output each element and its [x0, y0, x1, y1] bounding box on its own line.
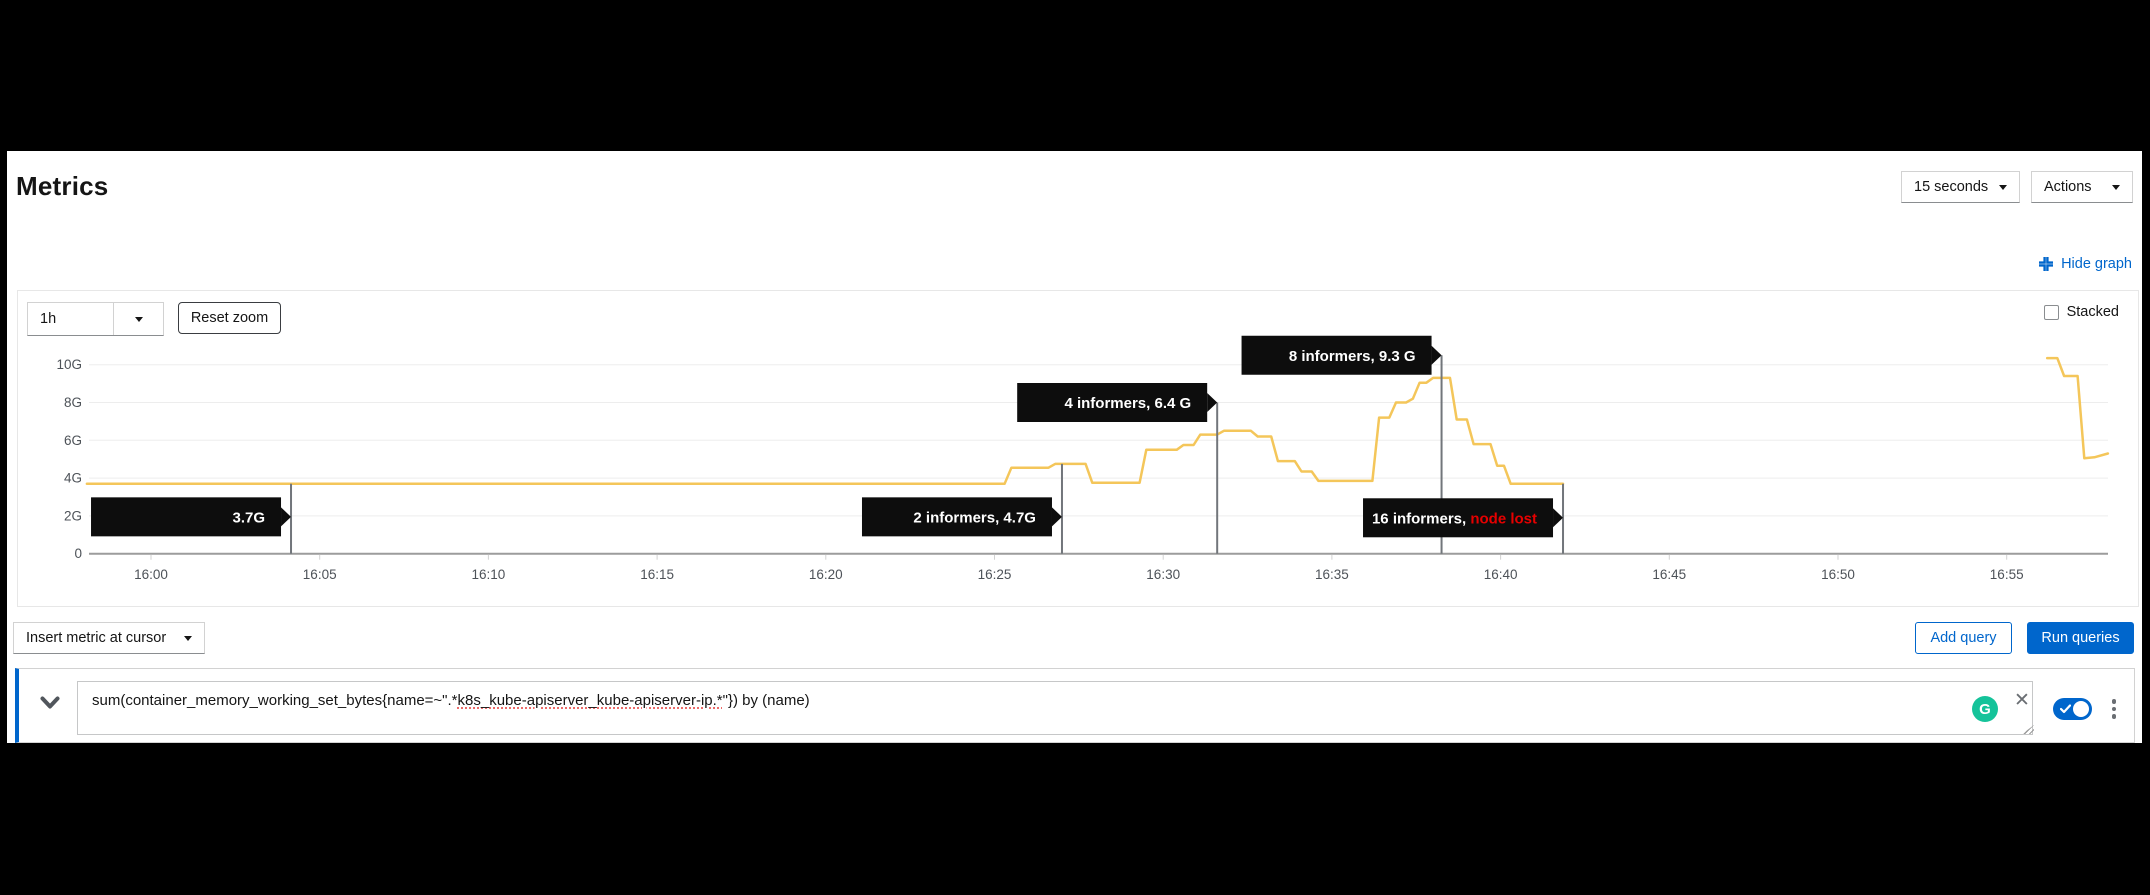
- refresh-interval-value: 15 seconds: [1914, 179, 1989, 195]
- close-icon[interactable]: ✕: [2014, 690, 2030, 711]
- y-tick-label: 6G: [64, 433, 82, 448]
- check-icon: [2060, 704, 2071, 714]
- textarea-resize-handle[interactable]: [2022, 725, 2034, 734]
- x-tick-label: 16:20: [809, 567, 843, 582]
- refresh-interval-select[interactable]: 15 seconds: [1901, 171, 2020, 203]
- insert-metric-label: Insert metric at cursor: [26, 630, 167, 646]
- grammarly-icon[interactable]: G: [1972, 696, 1998, 722]
- x-tick-label: 16:30: [1146, 567, 1180, 582]
- kebab-menu[interactable]: [2107, 696, 2121, 722]
- collapse-query-chevron-icon[interactable]: [40, 696, 60, 710]
- x-tick-label: 16:05: [303, 567, 337, 582]
- hide-graph-label: Hide graph: [2061, 256, 2132, 272]
- event-tooltip-label: 4 informers, 6.4 G: [1064, 395, 1191, 412]
- time-range-value: 1h: [40, 311, 57, 327]
- x-tick-label: 16:35: [1315, 567, 1349, 582]
- page-title: Metrics: [16, 171, 109, 201]
- query-expression-misspelled: k8s_kube-apiserver_kube-apiserver-ip.*: [457, 692, 723, 709]
- y-tick-label: 4G: [64, 471, 82, 486]
- event-tooltip-arrow: [1051, 507, 1062, 527]
- x-tick-label: 16:55: [1990, 567, 2024, 582]
- event-tooltip-arrow: [281, 507, 292, 527]
- kebab-dot: [2111, 706, 2117, 712]
- kebab-dot: [2111, 699, 2117, 704]
- y-tick-label: 2G: [64, 508, 82, 523]
- caret-down-icon: [2112, 184, 2120, 190]
- series-line: [2045, 356, 2110, 460]
- stacked-label: Stacked: [2066, 304, 2119, 320]
- compress-icon: [2039, 257, 2054, 271]
- reset-zoom-button[interactable]: Reset zoom: [178, 302, 281, 334]
- caret-down-icon: [184, 635, 192, 641]
- metrics-chart[interactable]: 0 2G 4G 6G 8G 10G 16:00 16:05 16:10 16:15 16:20 16:…: [18, 291, 2140, 608]
- metrics-page: Metrics 15 seconds Actions Hide graph 0 2…: [7, 151, 2142, 743]
- event-tooltip-arrow: [1553, 508, 1564, 528]
- query-expression-prefix: sum(container_memory_working_set_bytes{n…: [92, 692, 458, 709]
- query-enabled-toggle[interactable]: [2053, 698, 2092, 720]
- x-tick-label: 16:45: [1652, 567, 1686, 582]
- event-tooltip-box: [1363, 498, 1554, 538]
- x-tick-label: 16:10: [472, 567, 506, 582]
- x-tick-label: 16:25: [978, 567, 1012, 582]
- event-tooltip-label: 8 informers, 9.3 G: [1289, 348, 1416, 365]
- actions-dropdown-label: Actions: [2044, 179, 2092, 195]
- event-tooltip-label: 2 informers, 4.7G: [913, 509, 1036, 526]
- event-tooltip-box: [1017, 383, 1208, 422]
- query-expression-input[interactable]: sum(container_memory_working_set_bytes{n…: [77, 681, 2033, 735]
- hide-graph-link[interactable]: Hide graph: [2038, 256, 2132, 272]
- y-tick-label: 0: [74, 546, 82, 561]
- caret-down-icon: [1999, 184, 2007, 190]
- actions-dropdown[interactable]: Actions: [2031, 171, 2133, 203]
- select-divider: [113, 303, 114, 335]
- stacked-control: Stacked: [2043, 304, 2119, 320]
- time-range-select[interactable]: 1h: [27, 302, 164, 336]
- stacked-checkbox[interactable]: [2043, 304, 2059, 320]
- event-tooltip-box: [861, 497, 1052, 537]
- query-row: sum(container_memory_working_set_bytes{n…: [15, 668, 2135, 743]
- y-tick-label: 10G: [56, 357, 82, 372]
- caret-down-icon: [134, 316, 143, 322]
- event-tooltip-box: [91, 497, 282, 537]
- x-tick-label: 16:40: [1484, 567, 1518, 582]
- graph-panel: 0 2G 4G 6G 8G 10G 16:00 16:05 16:10 16:15 16:20 16:…: [17, 290, 2139, 607]
- grammarly-letter: G: [1979, 700, 1991, 718]
- event-tooltip-arrow: [1207, 393, 1218, 412]
- x-tick-label: 16:15: [640, 567, 674, 582]
- query-expression-suffix: "}) by (name): [722, 692, 810, 709]
- toggle-knob: [2073, 701, 2089, 717]
- x-tick-label: 16:00: [134, 567, 168, 582]
- run-queries-button[interactable]: Run queries: [2027, 622, 2134, 654]
- event-tooltip-arrow: [1431, 345, 1442, 365]
- kebab-dot: [2111, 714, 2117, 719]
- series-line: [85, 376, 1565, 486]
- x-tick-label: 16:50: [1821, 567, 1855, 582]
- caret-box: [114, 316, 163, 322]
- add-query-button[interactable]: Add query: [1915, 622, 2012, 654]
- insert-metric-select[interactable]: Insert metric at cursor: [13, 622, 205, 654]
- event-tooltip-box: [1241, 335, 1432, 375]
- event-tooltip-label: 16 informers, node lost: [1372, 510, 1537, 527]
- y-tick-label: 8G: [64, 395, 82, 410]
- event-tooltip-label: 3.7G: [232, 509, 265, 526]
